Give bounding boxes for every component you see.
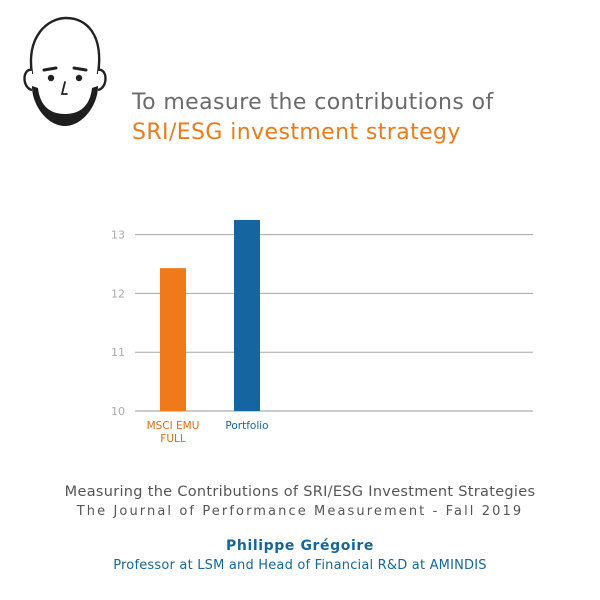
title-line-1: To measure the contributions of bbox=[132, 90, 494, 115]
paper-title: Measuring the Contributions of SRI/ESG I… bbox=[64, 484, 536, 500]
x-tick-label-line: MSCI EMU bbox=[147, 420, 200, 432]
author-name: Philippe Grégoire bbox=[226, 538, 374, 554]
x-tick-label-line: FULL bbox=[160, 433, 186, 445]
y-tick-label: 10 bbox=[111, 405, 125, 418]
journal-name: The Journal of Performance Measurement -… bbox=[76, 504, 524, 519]
x-tick-label: Portfolio bbox=[225, 420, 268, 432]
title-line-2: SRI/ESG investment strategy bbox=[132, 120, 461, 145]
x-tick-label: MSCI EMU FULL bbox=[147, 420, 200, 445]
y-tick-label: 13 bbox=[111, 229, 125, 242]
bald-man-avatar-icon bbox=[23, 16, 107, 126]
y-tick-label: 12 bbox=[111, 287, 125, 300]
bar-chart: 10 11 12 13 MSCI EMU FULL Portfolio bbox=[95, 200, 555, 460]
y-tick-label: 11 bbox=[111, 346, 125, 359]
x-tick-label-line: Portfolio bbox=[225, 420, 268, 432]
chart-svg: 10 11 12 13 MSCI EMU FULL Portfolio bbox=[111, 219, 533, 445]
bar bbox=[160, 268, 186, 411]
avatar bbox=[18, 14, 110, 130]
page-title: To measure the contributions of SRI/ESG … bbox=[132, 88, 582, 148]
citation: Measuring the Contributions of SRI/ESG I… bbox=[0, 482, 600, 521]
author-block: Philippe Grégoire Professor at LSM and H… bbox=[0, 536, 600, 575]
bar bbox=[234, 219, 260, 411]
author-role: Professor at LSM and Head of Financial R… bbox=[113, 558, 487, 573]
